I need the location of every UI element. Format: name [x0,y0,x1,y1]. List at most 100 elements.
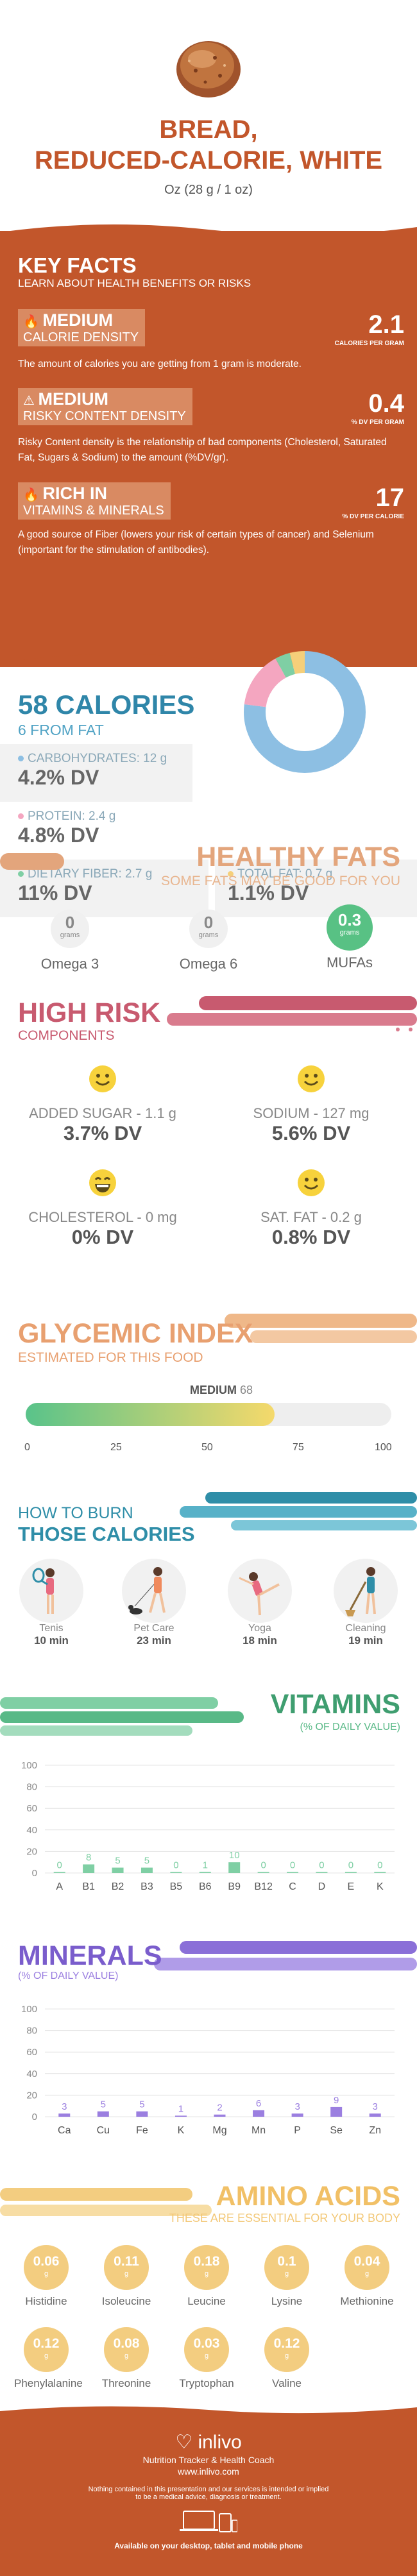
warning-icon: ⚠ [23,394,35,408]
amino-value: 0.12 [33,2336,60,2351]
glycemic-value: 68 [240,1384,253,1396]
risk-cholesterol: CHOLESTEROL - 0 mg 0% DV [6,1169,199,1249]
footer-url[interactable]: www.inlivo.com [178,2466,239,2477]
mineral-value-label: 1 [178,2103,183,2114]
amino-value: 0.06 [33,2254,60,2269]
omega6-circle: 0 grams [189,910,228,948]
vitamin-value-label: 10 [229,1850,240,1861]
risk-sodium: SODIUM - 127 mg 5.6% DV [215,1065,407,1145]
omega3-unit: grams [60,931,80,939]
calorie-density-value: 2.1 [368,310,404,339]
mineral-ytick-label: 0 [32,2112,37,2123]
burn-deco [180,1492,417,1530]
flame-icon: 🔥 [23,488,39,502]
fiber-dv: 11% DV [18,881,92,904]
amino-value: 0.08 [113,2336,140,2351]
vitamins-subtitle: (% OF DAILY VALUE) [300,1722,400,1733]
vitamins-deco [0,1697,244,1736]
protein-block: PROTEIN: 2.4 g 4.8% DV [0,802,192,860]
vitamin-value-label: 0 [57,1860,62,1871]
risky-content-badge: ⚠ MEDIUM RISKY CONTENT DENSITY [18,388,192,425]
gi-tick-0: 0 [24,1442,30,1453]
mineral-ytick-label: 40 [26,2069,37,2080]
amino-item: 0.06 g Histidine [14,2245,78,2308]
key-facts-title: KEY FACTS [18,253,137,277]
amino-item: 0.1 g Lysine [255,2245,319,2308]
vitamin-bar [228,1862,241,1873]
vitamin-category-label: B6 [199,1881,212,1892]
amino-circle: 0.08 g [104,2327,149,2372]
bread-image [176,41,241,97]
amino-unit: g [284,2352,289,2360]
mineral-bar [136,2111,148,2117]
vitamin-category-label: E [348,1881,355,1892]
amino-circle: 0.12 g [24,2327,69,2372]
calories-subtitle: 6 FROM FAT [18,722,104,738]
carbs-dot [18,756,24,762]
footer-wave [0,2406,417,2421]
calorie-density-badge: 🔥 MEDIUM CALORIE DENSITY [18,309,146,346]
flame-icon: 🔥 [23,315,39,329]
mufas-name: MUFAs [326,954,373,970]
vitamin-value-label: 5 [115,1856,120,1867]
vitamin-category-label: B3 [140,1881,153,1892]
omega6-name: Omega 6 [179,956,238,972]
vitamin-value-label: 0 [173,1860,178,1871]
vitamin-bar [316,1872,328,1873]
vitamin-value-label: 0 [319,1860,324,1871]
protein-dv: 4.8% DV [18,824,99,847]
cholesterol-label: CHOLESTEROL - 0 mg [28,1209,177,1225]
vitamin-category-label: A [56,1881,63,1892]
vitamin-category-label: B5 [170,1881,183,1892]
risky-content-unit: % DV PER GRAM [351,419,404,426]
vitamin-ytick-label: 80 [26,1782,37,1793]
amino-value: 0.18 [193,2254,220,2269]
donut-slice-3 [244,651,366,773]
amino-item: 0.04 g Methionine [335,2245,399,2308]
minerals-title: MINERALS [18,1940,162,1971]
cleaning-time: 19 min [348,1634,383,1647]
rich-in-label: VITAMINS & MINERALS [23,504,164,518]
vitamin-value-label: 1 [203,1860,208,1870]
glycemic-deco [225,1314,417,1343]
calorie-density-label: CALORIE DENSITY [23,330,139,344]
risky-content-desc: Risky Content density is the relationshi… [18,437,387,463]
mineral-category-label: Ca [58,2125,71,2136]
mineral-bar [330,2106,343,2117]
rich-in-level: RICH IN [42,484,107,503]
burn-title-line2: THOSE CALORIES [18,1523,195,1545]
grinning-face-icon [89,1169,116,1196]
vitamin-bar [374,1872,386,1873]
pet-care-name: Pet Care [133,1623,174,1634]
amino-value: 0.04 [353,2254,380,2269]
vitamin-bar [199,1872,211,1873]
mineral-value-label: 3 [294,2101,300,2112]
pet-care-time: 23 min [137,1634,171,1647]
amino-unit: g [44,2352,49,2360]
carbs-block: CARBOHYDRATES: 12 g 4.2% DV [0,744,192,802]
rich-in-value: 17 [375,484,405,512]
food-title: BREAD, REDUCED-CALORIE, WHITE [0,114,417,176]
amino-name: Leucine [187,2295,226,2307]
amino-name: Lysine [271,2295,303,2307]
amino-circle: 0.18 g [184,2245,229,2290]
amino-name: Isoleucine [101,2295,151,2307]
rich-in-desc: A good source of Fiber (lowers your risk… [18,529,374,555]
amino-item: 0.11 g Isoleucine [94,2245,158,2308]
vitamin-category-label: K [377,1881,384,1892]
footer-tagline: Nutrition Tracker & Health Coach [142,2455,275,2465]
amino-item: 0.12 g Valine [255,2327,319,2390]
vitamin-value-label: 0 [290,1860,295,1871]
yoga-time: 18 min [243,1634,277,1647]
amino-value: 0.12 [273,2336,300,2351]
amino-unit: g [204,2352,209,2360]
vitamin-bar [53,1872,65,1873]
amino-name: Phenylalanine [14,2377,83,2389]
mineral-value-label: 9 [334,2095,339,2106]
fat-dot [228,871,234,877]
vitamin-value-label: 0 [260,1860,266,1871]
mineral-ytick-label: 60 [26,2047,37,2058]
amino-name: Histidine [25,2295,67,2307]
amino-circle: 0.04 g [345,2245,389,2290]
fiber-label: DIETARY FIBER: 2.7 g [28,867,153,881]
